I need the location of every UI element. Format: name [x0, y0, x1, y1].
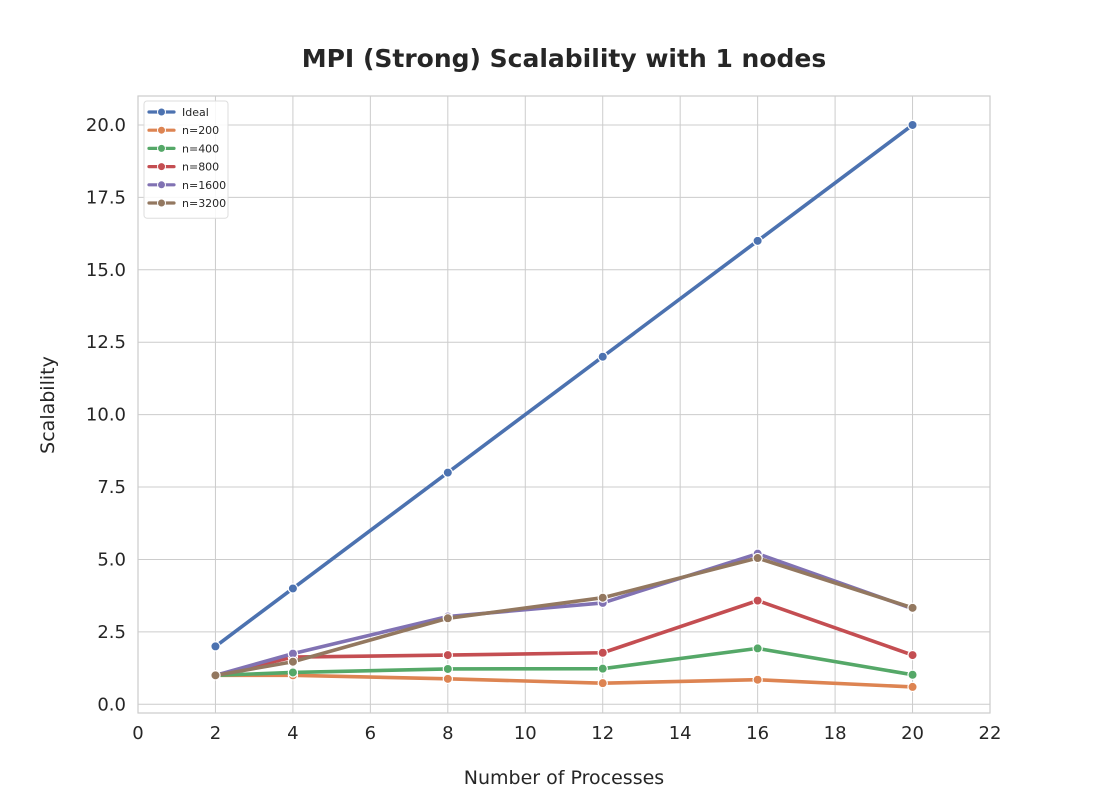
- x-tick-label: 20: [901, 723, 924, 744]
- legend-item: n=200: [147, 124, 219, 137]
- x-tick-label: 10: [514, 723, 537, 744]
- data-point: [907, 602, 918, 614]
- data-point: [597, 647, 608, 658]
- legend-marker: [157, 125, 166, 135]
- data-point: [752, 552, 763, 564]
- y-tick-label: 20.0: [86, 115, 126, 136]
- x-tick-label: 2: [210, 723, 221, 744]
- legend-marker: [157, 162, 166, 172]
- data-point: [287, 583, 299, 594]
- x-tick-label: 0: [132, 723, 143, 744]
- grid: [137, 96, 991, 713]
- y-tick-label: 2.5: [97, 622, 126, 643]
- data-point: [752, 674, 763, 685]
- series-line: [213, 646, 915, 678]
- legend-label: n=200: [182, 124, 219, 137]
- legend-item: n=800: [147, 161, 219, 174]
- series-n-3200: [210, 552, 918, 681]
- x-tick-label: 22: [979, 723, 1002, 744]
- data-point: [287, 656, 299, 667]
- x-tick-label: 6: [365, 723, 376, 744]
- series-lines: [210, 119, 918, 693]
- y-tick-label: 0.0: [97, 694, 126, 715]
- data-point: [597, 592, 608, 603]
- data-point: [442, 613, 454, 624]
- legend-label: n=400: [182, 142, 219, 155]
- legend-item: Ideal: [147, 106, 209, 119]
- legend-item: n=1600: [147, 179, 226, 192]
- legend-marker: [157, 107, 166, 117]
- series-ideal: [210, 119, 918, 652]
- series-line: [213, 123, 915, 649]
- x-tick-label: 16: [746, 723, 769, 744]
- data-point: [907, 669, 918, 680]
- y-tick-label: 5.0: [97, 549, 126, 570]
- x-tick-label: 18: [824, 723, 847, 744]
- data-point: [442, 649, 454, 661]
- legend-marker: [157, 143, 166, 153]
- series-n-200: [210, 670, 918, 693]
- legend-label: n=1600: [182, 179, 226, 192]
- data-point: [442, 663, 454, 675]
- data-point: [907, 649, 918, 661]
- legend-label: n=800: [182, 161, 219, 174]
- x-axis-label: Number of Processes: [464, 767, 664, 789]
- x-tick-label: 4: [287, 723, 298, 744]
- legend: Ideal n=200 n=400 n=800 n=1600 n=3200: [143, 100, 229, 219]
- legend-marker: [157, 180, 166, 190]
- legend-label: Ideal: [182, 106, 209, 119]
- data-point: [597, 351, 608, 362]
- y-tick-label: 15.0: [86, 260, 126, 281]
- x-tick-label: 12: [591, 723, 614, 744]
- legend-item: n=400: [147, 142, 219, 155]
- data-point: [752, 235, 763, 247]
- data-point: [597, 663, 608, 674]
- series-line: [213, 673, 915, 689]
- y-tick-label: 12.5: [86, 332, 126, 353]
- chart-title: MPI (Strong) Scalability with 1 nodes: [302, 44, 827, 73]
- data-point: [210, 670, 221, 681]
- y-axis-label: Scalability: [37, 356, 59, 454]
- legend-marker: [157, 198, 166, 208]
- y-tick-label: 17.5: [86, 187, 126, 208]
- x-tick-label: 14: [669, 723, 692, 744]
- legend-label: n=3200: [182, 197, 226, 210]
- data-point: [597, 677, 608, 689]
- series-line: [213, 598, 915, 678]
- data-point: [752, 643, 763, 654]
- series-line: [213, 556, 915, 678]
- y-tick-label: 7.5: [97, 477, 126, 498]
- plot-frame: [137, 95, 991, 714]
- tick-labels: 0 2 4 6 8 10 12 14 16 18 20 22 0.0 2.5 5.0 7.5 10.0 12.5 1…: [86, 115, 1002, 744]
- data-point: [752, 595, 763, 606]
- data-point: [907, 681, 918, 693]
- x-tick-label: 8: [442, 723, 453, 744]
- y-tick-label: 10.0: [86, 405, 126, 426]
- legend-item: n=3200: [147, 197, 226, 210]
- data-point: [907, 119, 918, 131]
- data-point: [287, 667, 299, 678]
- data-point: [442, 673, 454, 685]
- data-point: [210, 641, 221, 652]
- data-point: [442, 467, 454, 478]
